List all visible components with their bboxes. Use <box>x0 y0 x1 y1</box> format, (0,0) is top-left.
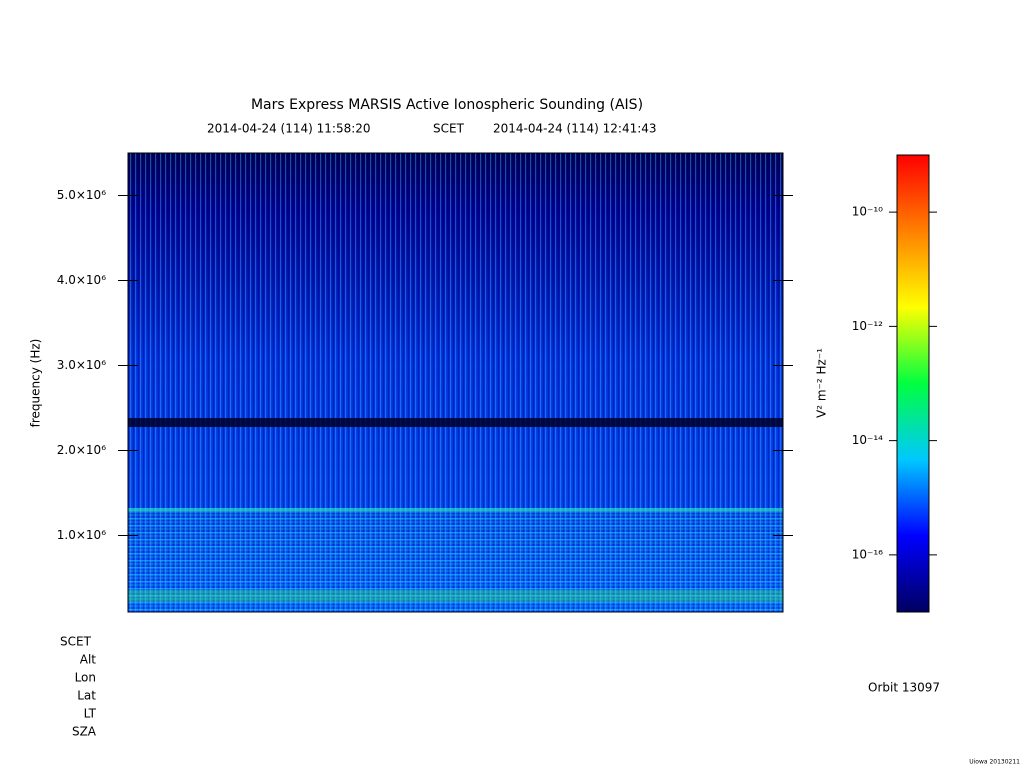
colorbar-tick-label: 10⁻¹⁴ <box>852 433 883 447</box>
ephemeris-time-label: SCET <box>60 635 92 649</box>
colorbar <box>896 154 930 613</box>
y-tick-label: 2.0×10⁶ <box>57 443 106 457</box>
colorbar-tick-label: 10⁻¹² <box>852 319 883 333</box>
ephemeris-row-label: LT <box>84 707 97 721</box>
ephemeris-row-label: Lon <box>75 671 96 685</box>
time-label: SCET <box>433 122 465 136</box>
spectrogram <box>128 153 783 612</box>
ephemeris-row-label: Lat <box>77 689 96 703</box>
y-tick-label: 1.0×10⁶ <box>57 528 106 542</box>
start-time: 2014-04-24 (114) 11:58:20 <box>207 122 371 136</box>
ephemeris-row-label: Alt <box>80 653 97 667</box>
colorbar-tick-label: 10⁻¹⁰ <box>852 205 883 219</box>
chart-title: Mars Express MARSIS Active Ionospheric S… <box>251 97 643 113</box>
colorbar-tick-label: 10⁻¹⁶ <box>852 547 883 561</box>
ephemeris-row-label: SZA <box>72 725 97 739</box>
plot-frame <box>127 152 784 613</box>
colorbar-label: V² m⁻² Hz⁻¹ <box>815 348 829 418</box>
version-label: Uiowa 20130211 <box>969 759 1020 766</box>
orbit-label: Orbit 13097 <box>868 681 940 695</box>
y-tick-label: 3.0×10⁶ <box>57 358 106 372</box>
end-time: 2014-04-24 (114) 12:41:43 <box>493 122 657 136</box>
y-tick-label: 4.0×10⁶ <box>57 273 106 287</box>
y-axis-label: frequency (Hz) <box>29 339 43 428</box>
y-tick-label: 5.0×10⁶ <box>57 188 106 202</box>
